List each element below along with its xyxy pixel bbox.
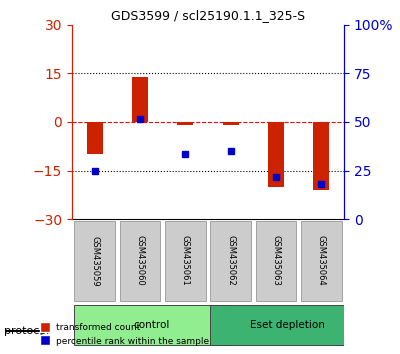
- FancyBboxPatch shape: [165, 221, 206, 301]
- FancyBboxPatch shape: [256, 221, 296, 301]
- Text: protocol: protocol: [4, 326, 49, 336]
- Text: GSM435063: GSM435063: [272, 235, 280, 286]
- FancyBboxPatch shape: [74, 221, 115, 301]
- Bar: [314, 122, 329, 190]
- Bar: [177, 122, 193, 125]
- Text: GSM435064: GSM435064: [317, 235, 326, 286]
- Bar: [87, 122, 102, 154]
- Text: Eset depletion: Eset depletion: [250, 320, 325, 330]
- FancyBboxPatch shape: [74, 305, 228, 345]
- FancyBboxPatch shape: [210, 305, 364, 345]
- FancyBboxPatch shape: [301, 221, 342, 301]
- Bar: [268, 122, 284, 187]
- Text: GSM435062: GSM435062: [226, 235, 235, 286]
- Legend: transformed count, percentile rank within the sample: transformed count, percentile rank withi…: [36, 320, 213, 349]
- FancyBboxPatch shape: [120, 221, 160, 301]
- Text: GSM435061: GSM435061: [181, 235, 190, 286]
- FancyBboxPatch shape: [210, 221, 251, 301]
- Bar: [132, 76, 148, 122]
- Text: GSM435059: GSM435059: [90, 235, 99, 286]
- Bar: [223, 122, 238, 125]
- Text: control: control: [133, 320, 170, 330]
- Text: GSM435060: GSM435060: [136, 235, 144, 286]
- Title: GDS3599 / scl25190.1.1_325-S: GDS3599 / scl25190.1.1_325-S: [111, 9, 305, 22]
